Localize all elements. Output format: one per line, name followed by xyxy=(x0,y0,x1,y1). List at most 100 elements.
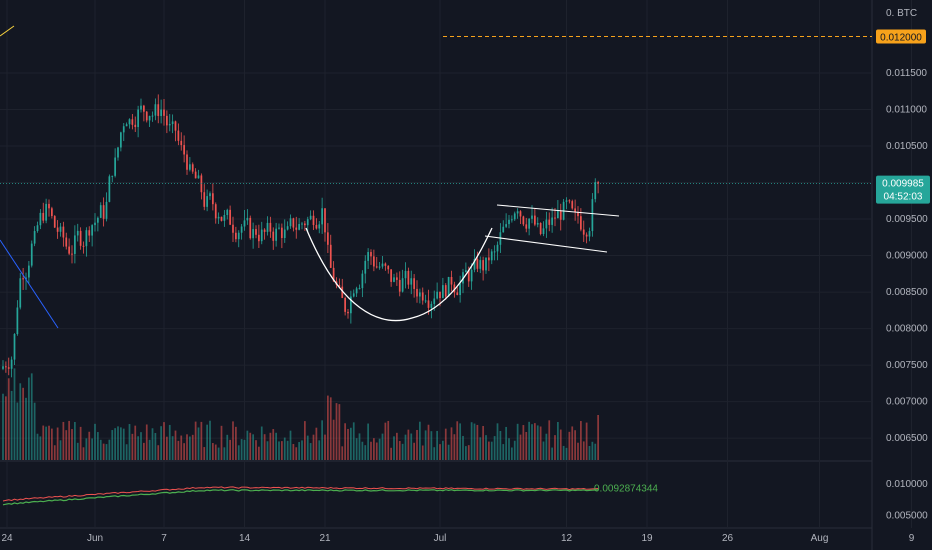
volume-bar xyxy=(393,436,395,460)
candle-body xyxy=(559,210,562,220)
volume-bar xyxy=(272,429,275,460)
volume-bar xyxy=(332,419,335,460)
candle-body xyxy=(364,260,367,274)
countdown-label: 04:52:03 xyxy=(884,192,923,203)
alert-level-badge[interactable] xyxy=(876,29,926,44)
volume-bar xyxy=(338,404,341,460)
candle-body xyxy=(565,200,568,202)
candle-body xyxy=(272,231,275,241)
candle-body xyxy=(568,200,571,202)
volume-bar xyxy=(367,423,369,460)
volume-bar xyxy=(157,445,160,460)
volume-bar xyxy=(128,424,131,460)
time-axis[interactable]: 24 Jun 7 14 21 Jul 12 19 26 Aug 9 xyxy=(1,533,914,544)
time-tick-label: 7 xyxy=(161,533,167,544)
volume-bar xyxy=(298,442,300,460)
candle-body xyxy=(258,234,260,242)
time-tick-label: 14 xyxy=(239,533,251,544)
candle-body xyxy=(16,307,19,335)
volume-bar xyxy=(71,429,73,460)
time-tick-label: Jun xyxy=(87,533,103,544)
volume-bar xyxy=(99,439,102,460)
candle-body xyxy=(350,296,352,314)
candle-body xyxy=(28,265,30,278)
candle-body xyxy=(516,211,519,214)
price-tick-label: 0.010500 xyxy=(886,141,928,152)
indicator-line xyxy=(2,489,599,506)
volume-bar xyxy=(436,430,438,460)
volume-bar xyxy=(358,433,361,460)
volume-bar xyxy=(82,447,85,460)
candle-body xyxy=(539,223,542,234)
candle-body xyxy=(174,121,177,131)
volume-bar xyxy=(545,433,548,460)
channel-upper-line[interactable] xyxy=(496,204,620,217)
volume-bar xyxy=(140,432,142,460)
candle-body xyxy=(580,216,582,230)
volume-bar xyxy=(19,383,22,460)
candle-body xyxy=(513,213,516,220)
volume-bar xyxy=(453,434,456,460)
cup-curve[interactable] xyxy=(305,227,493,322)
candle-body xyxy=(183,145,185,155)
candle-body xyxy=(263,229,266,232)
volume-bar xyxy=(151,428,154,460)
candle-body xyxy=(71,253,73,255)
diagonal-trend-line[interactable] xyxy=(0,239,59,329)
candle-body xyxy=(384,263,387,266)
current-price-badge[interactable] xyxy=(876,175,930,204)
candle-body xyxy=(68,246,70,254)
corner-trend-line[interactable] xyxy=(0,25,15,37)
volume-bar xyxy=(120,427,122,460)
volume-bar xyxy=(22,387,24,460)
volume-bar xyxy=(240,439,243,460)
volume-bar xyxy=(114,428,116,460)
candle-body xyxy=(223,215,226,221)
candle-body xyxy=(321,208,323,225)
volume-bar xyxy=(364,445,367,460)
candle-body xyxy=(166,115,168,126)
volume-bar xyxy=(522,425,525,460)
candle-body xyxy=(97,217,99,223)
volume-bar xyxy=(490,441,493,460)
candle-body xyxy=(289,218,292,227)
volume-bar xyxy=(197,427,200,460)
volume-bar xyxy=(344,423,346,460)
candle-body xyxy=(534,215,536,225)
candle-body xyxy=(367,252,369,261)
candle-body xyxy=(278,227,280,229)
volume-bar xyxy=(91,438,93,460)
candle-body xyxy=(220,216,223,221)
volume-bar xyxy=(301,440,303,460)
volume-bar xyxy=(542,441,545,460)
price-axis[interactable]: 0.011500 0.011000 0.010500 0.010000 0.009500… xyxy=(886,8,928,522)
volume-bar xyxy=(347,428,349,460)
volume-bar xyxy=(315,427,318,460)
candle-body xyxy=(588,231,591,237)
candle-body xyxy=(191,164,194,172)
candle-body xyxy=(212,193,214,205)
candle-body xyxy=(19,278,22,308)
volume-bar xyxy=(462,435,464,460)
candle-body xyxy=(246,217,249,221)
volume-bar xyxy=(416,429,418,460)
price-tick-label: 0.011500 xyxy=(886,68,927,79)
candle-body xyxy=(163,109,165,116)
channel-lower-line[interactable] xyxy=(484,235,608,253)
volume-bar xyxy=(597,415,599,460)
volume-bar xyxy=(433,447,436,460)
candle-body xyxy=(62,226,65,238)
volume-bar xyxy=(582,441,585,460)
volume-bar xyxy=(557,422,559,460)
volume-bar xyxy=(378,438,381,460)
candle-body xyxy=(137,109,139,128)
volume-bar xyxy=(401,443,404,460)
volume-bar xyxy=(565,447,568,460)
candlesticks xyxy=(2,94,599,378)
candle-body xyxy=(145,111,148,121)
volume-bar xyxy=(258,446,260,460)
volume-bar xyxy=(381,433,384,460)
candle-body xyxy=(128,119,131,125)
volume-bar xyxy=(470,422,473,460)
